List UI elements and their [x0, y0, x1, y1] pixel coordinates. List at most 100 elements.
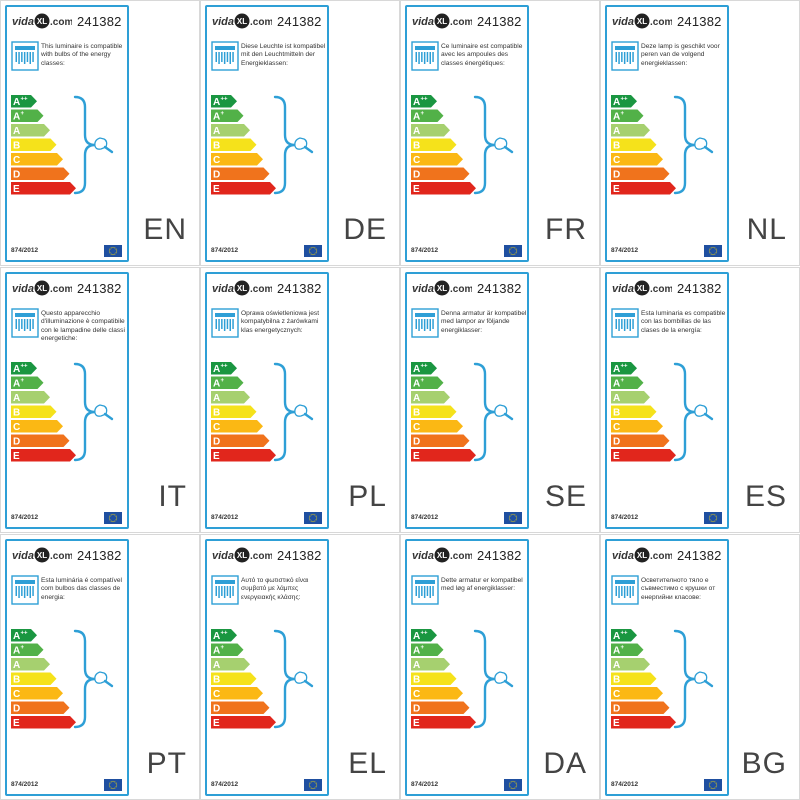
- energy-class-bar: A +: [411, 109, 444, 123]
- luminaire-icon: [11, 308, 39, 338]
- bulb-icon: [294, 671, 314, 688]
- energy-class-bar: A: [611, 658, 650, 671]
- energy-class-bar: A: [211, 124, 250, 137]
- energy-class-label: A: [613, 393, 620, 404]
- energy-class-label: D: [13, 170, 20, 181]
- energy-class-bar: C: [411, 687, 463, 700]
- energy-class-bar: D: [211, 701, 270, 715]
- energy-class-label: A: [413, 97, 420, 108]
- energy-class-plus: ++: [21, 631, 29, 637]
- vidaxl-logo: vida XL .com: [412, 13, 472, 29]
- energy-class-label: D: [613, 704, 620, 715]
- energy-class-bar: A ++: [11, 95, 37, 108]
- energy-class-bar: A ++: [211, 629, 237, 642]
- energy-label: vida XL .com 241382 Denna armatur är kom…: [405, 272, 529, 529]
- energy-class-label: E: [413, 184, 420, 195]
- energy-class-bar: A +: [411, 643, 444, 657]
- energy-class-label: B: [13, 675, 20, 686]
- energy-class-bar: C: [611, 687, 663, 700]
- energy-class-label: A: [613, 646, 620, 657]
- energy-class-plus: ++: [621, 97, 629, 103]
- energy-class-label: C: [413, 155, 420, 166]
- bulb-icon: [694, 671, 714, 688]
- energy-class-label: A: [613, 97, 620, 108]
- eu-flag-icon: [304, 512, 322, 524]
- label-cell-es: vida XL .com 241382 Esta luminaria es co…: [600, 267, 800, 533]
- eu-flag-icon: [304, 245, 322, 257]
- language-code: IT: [158, 480, 187, 513]
- energy-class-bar: D: [211, 434, 270, 448]
- svg-text:XL: XL: [237, 17, 247, 26]
- luminaire-icon: [611, 575, 639, 605]
- energy-class-bar: A: [611, 124, 650, 137]
- model-code: 241382: [77, 281, 122, 296]
- energy-class-bar: A +: [11, 376, 44, 390]
- energy-class-label: A: [13, 631, 20, 642]
- energy-class-bar: A +: [611, 109, 644, 123]
- energy-label: vida XL .com 241382 Ce luminaire est com…: [405, 5, 529, 262]
- vidaxl-logo: vida XL .com: [212, 547, 272, 563]
- label-cell-de: vida XL .com 241382 Diese Leuchte ist ko…: [200, 0, 400, 266]
- energy-class-bar: B: [11, 672, 57, 686]
- model-code: 241382: [277, 281, 322, 296]
- luminaire-icon: [211, 575, 239, 605]
- energy-class-label: C: [213, 422, 220, 433]
- svg-text:vida: vida: [412, 283, 434, 295]
- energy-class-label: A: [413, 364, 420, 375]
- energy-class-label: C: [413, 422, 420, 433]
- regulation-number: 874/2012: [611, 514, 639, 521]
- energy-class-label: C: [13, 155, 20, 166]
- eu-flag-icon: [704, 245, 722, 257]
- energy-class-label: C: [613, 155, 620, 166]
- energy-class-bar: E: [211, 449, 276, 462]
- energy-class-label: A: [213, 660, 220, 671]
- energy-class-bar: E: [211, 716, 276, 729]
- energy-class-bar: C: [11, 153, 63, 166]
- energy-class-bar: A ++: [211, 362, 237, 375]
- language-code: DA: [543, 747, 587, 780]
- vidaxl-logo: vida XL .com: [212, 13, 272, 29]
- energy-class-plus: +: [21, 645, 25, 651]
- energy-class-bar: E: [211, 182, 276, 195]
- energy-label: vida XL .com 241382 Осветителното тяло е…: [605, 539, 729, 796]
- svg-text:XL: XL: [637, 284, 647, 293]
- energy-label: vida XL .com 241382 This luminaire is co…: [5, 5, 129, 262]
- vidaxl-logo: vida XL .com: [412, 547, 472, 563]
- energy-label: vida XL .com 241382 Questo apparecchio d…: [5, 272, 129, 529]
- svg-text:.com: .com: [50, 551, 72, 562]
- energy-class-plus: ++: [421, 631, 429, 637]
- label-cell-bg: vida XL .com 241382 Осветителното тяло е…: [600, 534, 800, 800]
- energy-class-bar: A +: [11, 643, 44, 657]
- energy-class-bar: E: [611, 716, 676, 729]
- svg-text:XL: XL: [37, 551, 47, 560]
- energy-class-plus: +: [621, 378, 625, 384]
- energy-class-label: A: [213, 393, 220, 404]
- energy-class-bar: A: [11, 124, 50, 137]
- language-code: PT: [146, 747, 187, 780]
- energy-class-label: B: [613, 675, 620, 686]
- svg-text:vida: vida: [212, 16, 234, 28]
- energy-class-label: A: [413, 631, 420, 642]
- model-code: 241382: [677, 281, 722, 296]
- energy-class-plus: +: [21, 111, 25, 117]
- energy-class-bar: A: [411, 658, 450, 671]
- compatibility-text: Αυτό το φωτιστικό είναι συμβατό με λάμπε…: [241, 577, 309, 601]
- svg-text:XL: XL: [237, 551, 247, 560]
- energy-class-bar: A +: [411, 376, 444, 390]
- energy-class-label: E: [13, 718, 20, 729]
- label-cell-pt: vida XL .com 241382 Esta luminária é com…: [0, 534, 200, 800]
- label-cell-se: vida XL .com 241382 Denna armatur är kom…: [400, 267, 600, 533]
- energy-class-plus: +: [221, 111, 225, 117]
- energy-class-label: A: [13, 364, 20, 375]
- bulb-icon: [94, 671, 114, 688]
- energy-class-label: B: [613, 141, 620, 152]
- energy-class-bar: C: [211, 420, 263, 433]
- energy-class-bar: D: [611, 701, 670, 715]
- svg-text:vida: vida: [212, 550, 234, 562]
- energy-class-label: D: [13, 704, 20, 715]
